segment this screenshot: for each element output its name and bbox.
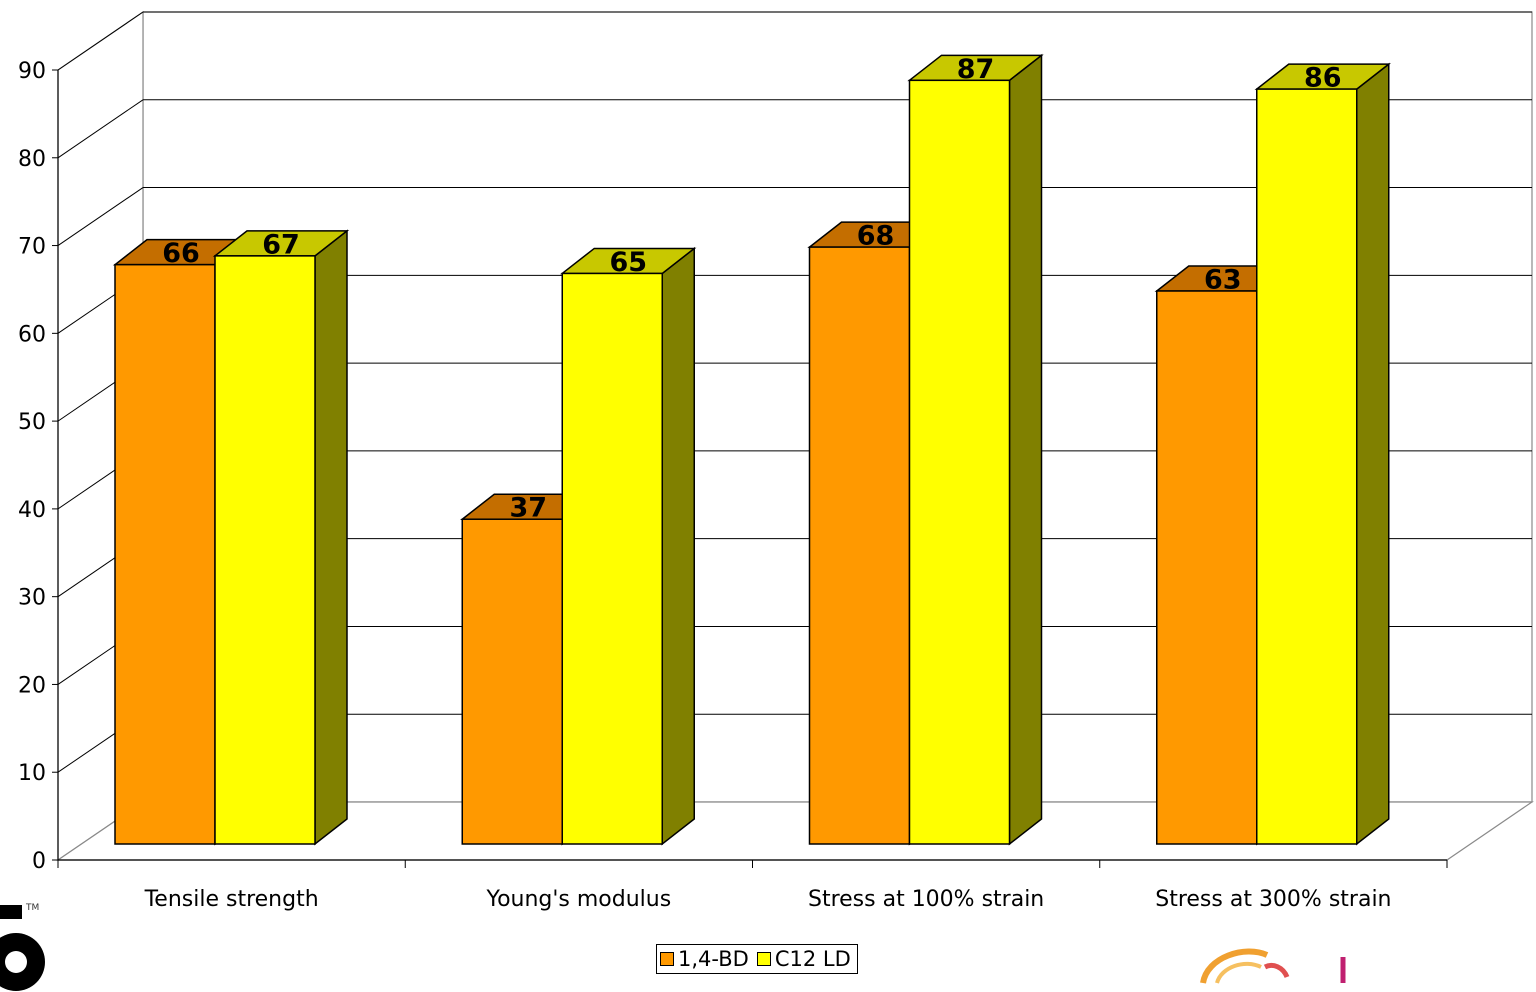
y-tick-label: 10 bbox=[18, 761, 46, 786]
y-tick-label: 80 bbox=[18, 147, 46, 172]
y-tick-label: 70 bbox=[18, 235, 46, 260]
data-labels: 66 67 37 65 68 87 63 86 bbox=[162, 54, 1341, 524]
bar-side-c12-ld bbox=[1356, 62, 1390, 846]
x-tick-label: Tensile strength bbox=[144, 887, 319, 912]
bar-c12-ld bbox=[214, 255, 316, 845]
corner-logo-right bbox=[1200, 948, 1346, 984]
legend-label: 1,4-BD bbox=[678, 946, 749, 971]
grid-line-side bbox=[57, 187, 144, 246]
y-tick-label: 30 bbox=[18, 586, 46, 611]
data-label-c12-ld: 65 bbox=[609, 247, 647, 278]
bar-side-c12-ld bbox=[1008, 53, 1043, 846]
y-tick-label: 0 bbox=[32, 849, 46, 874]
bar-1-4-bd bbox=[461, 518, 563, 845]
legend-label: C12 LD bbox=[774, 946, 851, 971]
data-label-1-4-bd: 68 bbox=[857, 221, 895, 252]
y-tick-label: 90 bbox=[18, 59, 46, 84]
bar-1-4-bd bbox=[808, 246, 911, 845]
x-tick-label: Stress at 300% strain bbox=[1155, 887, 1391, 912]
data-label-1-4-bd: 37 bbox=[509, 493, 547, 524]
data-label-1-4-bd: 66 bbox=[162, 238, 200, 269]
bar-c12-ld bbox=[908, 79, 1011, 845]
logo-mark bbox=[0, 905, 22, 919]
bar-c12-ld bbox=[1256, 88, 1358, 845]
x-axis-ticks: Tensile strength Young's modulus Stress at… bbox=[57, 860, 1448, 912]
y-axis-ticks: 0 10 20 30 40 50 60 70 80 90 bbox=[18, 59, 58, 874]
y-tick-label: 60 bbox=[18, 322, 46, 347]
trademark-label: TM bbox=[26, 903, 40, 913]
data-label-c12-ld: 67 bbox=[262, 229, 300, 260]
grid-line-side bbox=[57, 99, 144, 159]
bar-1-4-bd bbox=[114, 263, 216, 845]
bar-side-c12-ld bbox=[661, 246, 695, 846]
data-label-c12-ld: 86 bbox=[1304, 63, 1342, 94]
corner-logo-left bbox=[0, 933, 45, 991]
y-tick-label: 40 bbox=[18, 498, 46, 523]
data-label-1-4-bd: 63 bbox=[1204, 265, 1242, 296]
bar-side-c12-ld bbox=[314, 229, 348, 846]
x-tick-label: Stress at 100% strain bbox=[808, 887, 1044, 912]
bar-1-4-bd bbox=[1156, 290, 1258, 845]
bar-c12-ld bbox=[561, 272, 663, 845]
grid-line-side bbox=[57, 11, 144, 71]
x-tick-label: Young's modulus bbox=[486, 887, 672, 912]
data-label-c12-ld: 87 bbox=[957, 54, 995, 85]
y-tick-label: 50 bbox=[18, 410, 46, 435]
legend: 1,4-BD C12 LD bbox=[656, 944, 858, 974]
y-tick-label: 20 bbox=[18, 673, 46, 698]
legend-swatch-1-4-bd bbox=[660, 952, 674, 966]
legend-swatch-c12-ld bbox=[756, 952, 771, 966]
bars bbox=[112, 53, 1391, 846]
legend-item-1-4-bd: 1,4-BD bbox=[660, 946, 749, 971]
legend-item-c12-ld: C12 LD bbox=[756, 946, 851, 971]
